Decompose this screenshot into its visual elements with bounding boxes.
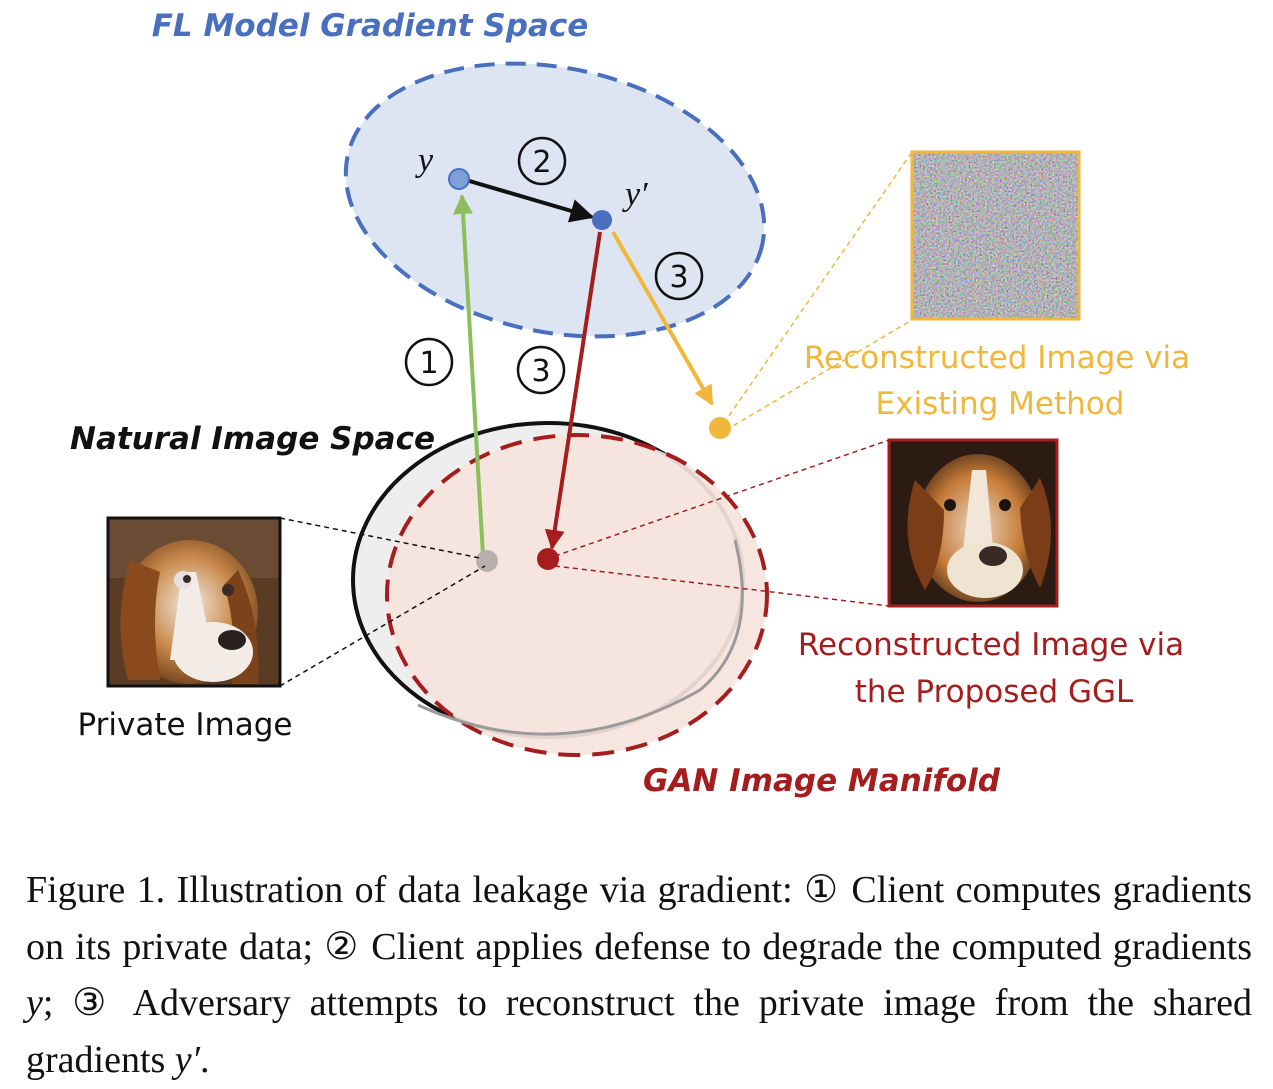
private-image-label: Private Image xyxy=(77,707,292,743)
label-y-prime: y′ xyxy=(622,176,648,213)
caption-var-y-prime: y′ xyxy=(174,1038,200,1081)
point-existing xyxy=(709,417,731,439)
arrow-defense xyxy=(465,178,595,223)
connector-existing-bottom xyxy=(725,319,913,431)
arrow-existing-reconstruct xyxy=(611,231,714,406)
connector-ggl-bottom xyxy=(554,565,890,607)
gradient-space-title: FL Model Gradient Space xyxy=(152,8,589,44)
arrow-compute-gradient xyxy=(453,194,485,556)
point-ggl xyxy=(537,548,559,570)
natural-image-space-label: Natural Image Space xyxy=(70,421,435,457)
figure-caption: Figure 1. Illustration of data leakage v… xyxy=(26,862,1252,1088)
point-y xyxy=(448,168,470,190)
caption-text-b: ; ③ Adversary attempts to reconstruct th… xyxy=(26,982,1252,1081)
svg-text:3: 3 xyxy=(669,260,688,295)
data-leakage-diagram: FL Model Gradient Space Natural Image Sp… xyxy=(70,8,1190,799)
existing-method-label-line2: Existing Method xyxy=(876,386,1125,422)
gan-manifold-ellipse xyxy=(385,433,769,757)
natural-image-space-inner-arc xyxy=(417,539,744,736)
existing-reconstruction-image xyxy=(910,150,1081,321)
caption-var-y: y xyxy=(26,982,43,1024)
svg-text:3: 3 xyxy=(531,354,550,389)
label-y: y xyxy=(415,142,434,179)
svg-text:2: 2 xyxy=(532,145,551,180)
ggl-label-line2: the Proposed GGL xyxy=(855,674,1134,710)
step-1-marker: 1 xyxy=(404,337,454,387)
connector-ggl-top xyxy=(554,439,890,557)
arrow-ggl-reconstruct xyxy=(544,231,602,550)
point-private xyxy=(476,550,498,572)
step-3-ggl-marker: 3 xyxy=(516,345,566,395)
svg-text:1: 1 xyxy=(419,346,438,381)
connector-private-top xyxy=(279,517,481,559)
gan-manifold-label: GAN Image Manifold xyxy=(643,763,1001,799)
ggl-label-line1: Reconstructed Image via xyxy=(798,627,1184,663)
point-y-prime xyxy=(592,210,612,230)
caption-text-a: Illustration of data leakage via gradien… xyxy=(26,869,1252,968)
connector-private-bottom xyxy=(279,565,486,687)
step-2-marker: 2 xyxy=(517,136,567,186)
gradient-space-ellipse xyxy=(343,61,767,339)
connector-existing-top xyxy=(723,151,913,424)
step-3-existing-marker: 3 xyxy=(654,251,704,301)
existing-method-label-line1: Reconstructed Image via xyxy=(804,340,1190,376)
caption-text-c: . xyxy=(199,1038,210,1081)
private-image xyxy=(106,516,282,688)
figure-label: Figure 1. xyxy=(26,869,166,911)
ggl-reconstruction-image xyxy=(887,438,1059,608)
